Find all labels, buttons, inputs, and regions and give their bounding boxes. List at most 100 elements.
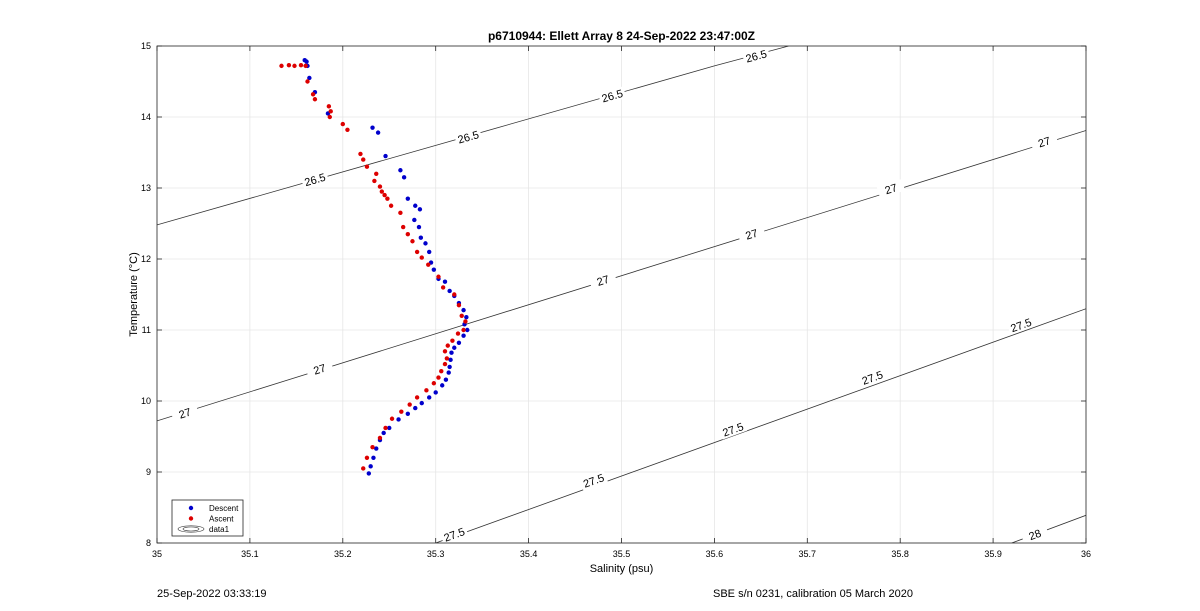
contour-label: 27.5 bbox=[1009, 317, 1033, 336]
contour-label: 27 bbox=[744, 228, 759, 243]
x-tick-label: 35.6 bbox=[706, 549, 724, 559]
point-ascent bbox=[456, 302, 462, 308]
point-ascent bbox=[426, 262, 431, 267]
point-descent bbox=[426, 395, 432, 400]
point-descent bbox=[456, 340, 462, 345]
contour-label-bg bbox=[588, 270, 618, 290]
y-tick-label: 14 bbox=[141, 112, 151, 122]
legend-label: Ascent bbox=[209, 515, 234, 524]
point-descent bbox=[398, 168, 403, 173]
point-ascent bbox=[442, 361, 448, 367]
point-descent bbox=[461, 307, 466, 313]
point-descent bbox=[452, 345, 457, 350]
point-ascent bbox=[385, 196, 390, 201]
point-descent bbox=[416, 224, 422, 230]
point-ascent bbox=[461, 327, 466, 333]
point-ascent bbox=[364, 164, 370, 169]
x-tick-label: 35.2 bbox=[334, 549, 352, 559]
point-ascent bbox=[459, 313, 464, 318]
point-ascent bbox=[286, 62, 292, 68]
contour-label: 26.5 bbox=[745, 48, 769, 65]
x-tick-label: 35 bbox=[152, 549, 162, 559]
contour-label: 27 bbox=[884, 182, 899, 197]
chart-title: p6710944: Ellett Array 8 24-Sep-2022 23:… bbox=[488, 29, 755, 43]
point-ascent bbox=[377, 435, 383, 441]
point-descent bbox=[405, 196, 411, 201]
contour-label-bg bbox=[454, 127, 483, 147]
point-ascent bbox=[279, 63, 284, 69]
contour-label: 27 bbox=[596, 274, 611, 289]
point-ascent bbox=[370, 444, 375, 450]
contour-label: 26.5 bbox=[303, 172, 327, 189]
contour-label: 26.5 bbox=[601, 88, 625, 105]
isopycnal-line bbox=[435, 308, 1086, 543]
point-ascent bbox=[407, 402, 412, 407]
point-ascent bbox=[372, 178, 377, 184]
point-descent bbox=[413, 405, 418, 411]
point-ascent bbox=[305, 79, 310, 84]
contour-label: 27.5 bbox=[721, 421, 745, 440]
contour-label-bg bbox=[876, 179, 906, 199]
contour-label: 27.5 bbox=[861, 369, 885, 388]
point-ascent bbox=[431, 381, 437, 386]
point-ascent bbox=[414, 249, 420, 255]
point-descent bbox=[370, 125, 375, 130]
point-descent bbox=[419, 400, 424, 406]
point-ascent bbox=[399, 409, 404, 414]
contour-label-bg bbox=[579, 470, 608, 491]
x-tick-label: 35.4 bbox=[520, 549, 538, 559]
point-ascent bbox=[424, 388, 429, 393]
point-ascent bbox=[298, 62, 304, 68]
point-descent bbox=[368, 464, 373, 469]
contour-label: 27 bbox=[178, 406, 193, 421]
point-descent bbox=[401, 175, 407, 180]
x-tick-label: 35.7 bbox=[799, 549, 817, 559]
point-ascent bbox=[361, 466, 366, 471]
point-descent bbox=[431, 267, 437, 272]
point-descent bbox=[418, 235, 424, 240]
x-tick-label: 35.9 bbox=[984, 549, 1002, 559]
point-ascent bbox=[452, 292, 457, 297]
point-descent bbox=[383, 153, 388, 159]
legend-marker-contour bbox=[177, 525, 205, 533]
point-ascent bbox=[442, 349, 448, 354]
point-descent bbox=[304, 59, 309, 64]
point-descent bbox=[413, 203, 418, 208]
contour-label: 27 bbox=[312, 362, 327, 377]
point-ascent bbox=[303, 63, 308, 69]
point-ascent bbox=[345, 127, 350, 132]
point-ascent bbox=[436, 375, 441, 380]
point-ascent bbox=[414, 395, 420, 400]
point-ascent bbox=[374, 171, 379, 176]
point-ascent bbox=[340, 121, 345, 127]
contour-label-bg bbox=[1020, 524, 1050, 543]
point-ascent bbox=[328, 109, 333, 114]
point-ascent bbox=[382, 192, 387, 198]
point-descent bbox=[447, 288, 452, 294]
contour-label-bg bbox=[1029, 132, 1059, 152]
point-ascent bbox=[440, 285, 446, 290]
point-ascent bbox=[436, 274, 441, 279]
legend-label: data1 bbox=[209, 525, 230, 534]
contour-label-bg bbox=[742, 46, 771, 66]
footer-calibration: SBE s/n 0231, calibration 05 March 2020 bbox=[713, 588, 913, 600]
legend-marker-ascent bbox=[188, 516, 194, 521]
point-descent bbox=[448, 357, 453, 363]
point-ascent bbox=[419, 255, 424, 260]
y-tick-label: 10 bbox=[141, 396, 151, 406]
point-ascent bbox=[389, 416, 395, 421]
point-ascent bbox=[388, 203, 394, 208]
point-descent bbox=[443, 377, 449, 382]
isopycnal-contours: 26.5 26.5 26.5 26.5 27 27 27 27 27 27 27.5 27.5 27.5… bbox=[157, 46, 1086, 545]
point-descent bbox=[433, 390, 438, 395]
contour-label: 27.5 bbox=[443, 526, 467, 545]
contour-label-bg bbox=[305, 359, 334, 379]
point-ascent bbox=[450, 338, 455, 343]
point-ascent bbox=[361, 157, 366, 162]
point-descent bbox=[464, 315, 469, 320]
point-descent bbox=[366, 471, 372, 476]
legend-marker-descent bbox=[188, 505, 194, 511]
footer-timestamp: 25-Sep-2022 03:33:19 bbox=[157, 588, 267, 600]
legend-marker-contour-inner bbox=[182, 526, 200, 532]
point-descent bbox=[417, 207, 423, 212]
